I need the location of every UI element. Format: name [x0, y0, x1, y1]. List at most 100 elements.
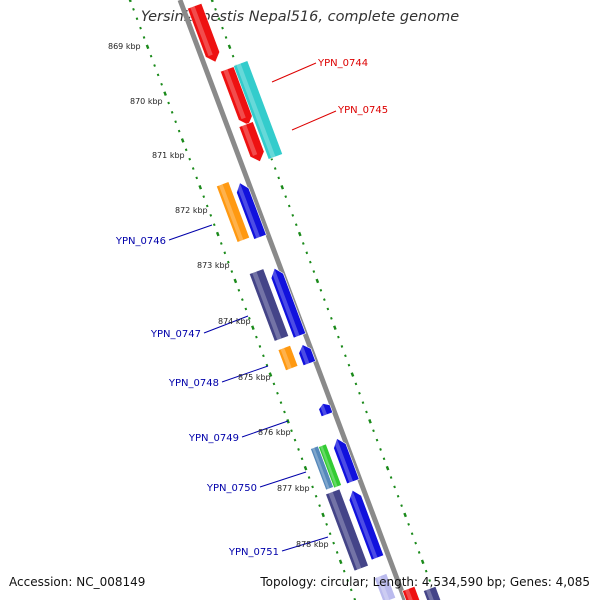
ruler-dot-left [283, 410, 286, 414]
ruler-dot-right [417, 551, 421, 554]
gene-features [187, 2, 442, 600]
ruler-dot-right [368, 419, 372, 424]
gene-callout-line [221, 365, 269, 383]
ruler-dot-left [318, 504, 321, 507]
ruler-dot-right [294, 223, 298, 227]
accession-text: Accession: NC_008149 [9, 575, 146, 589]
kbp-tick-label: 877 kbp [277, 484, 310, 493]
gene-feature-highlight [270, 268, 300, 338]
ruler-dot-right [361, 401, 365, 405]
ruler-dot-left [311, 485, 314, 489]
ruler-dot-left [268, 372, 273, 377]
ruler-dot-right [326, 307, 330, 311]
gene-feature-highlight [280, 347, 292, 370]
ruler-dot-left [303, 465, 308, 471]
kbp-tick-label: 876 kbp [258, 428, 291, 437]
gene-feature-highlight [376, 575, 390, 600]
gene-feature-blue [298, 344, 316, 366]
gene-label: YPN_0744 [317, 58, 368, 69]
gene-feature-blue [270, 267, 307, 339]
ruler-dot-right [330, 316, 333, 320]
ruler-dot-right [284, 195, 288, 199]
ruler-dot-left [223, 251, 227, 255]
gene-feature-highlight [236, 63, 276, 159]
ruler-dot-left [314, 494, 318, 498]
ruler-dot-left [160, 82, 163, 86]
ruler-dot-right [379, 448, 382, 451]
ruler-dot-left [174, 120, 177, 124]
kbp-tick-label: 871 kbp [152, 151, 185, 160]
ruler-dot-right [382, 457, 386, 461]
ruler-dot-left [241, 298, 244, 302]
ruler-dot-left [209, 213, 213, 217]
gene-feature-blue [318, 403, 334, 418]
ruler-dot-left [248, 316, 251, 320]
ruler-dot-right [354, 382, 358, 386]
ruler-dot-left [215, 231, 220, 237]
kbp-tick-label: 875 kbp [238, 373, 271, 382]
gene-feature-highlight [236, 182, 261, 239]
gene-feature-blue [348, 489, 385, 561]
ruler-dot-left [167, 101, 170, 105]
ruler-dot-right [280, 184, 285, 190]
ruler-dot-left [153, 64, 156, 67]
gene-label: YPN_0745 [337, 105, 388, 116]
ruler-dot-left [184, 148, 188, 152]
gene-feature-blue [333, 438, 360, 485]
gene-label: YPN_0751 [228, 547, 279, 558]
gene-feature-orange [277, 345, 299, 371]
ruler-dot-left [325, 522, 328, 526]
ruler-dot-right [333, 325, 337, 331]
ruler-dot-right [273, 167, 277, 170]
gene-feature-highlight [218, 183, 244, 242]
ruler-dot-left [233, 278, 238, 284]
ruler-dot-right [305, 251, 309, 255]
ruler-dot-right [420, 559, 425, 565]
ruler-dot-right [312, 270, 316, 273]
gene-feature-highlight [320, 445, 338, 488]
gene-label: YPN_0747 [150, 329, 201, 340]
ruler-dot-left [255, 335, 258, 339]
ruler-dot-left [226, 260, 230, 264]
ruler-dot-left [335, 551, 339, 554]
ruler-dot-left [219, 242, 223, 245]
gene-feature-red [187, 2, 221, 63]
ruler-dot-left [202, 195, 206, 199]
map-title: Yersinia pestis Nepal516, complete genom… [140, 9, 460, 25]
gene-feature-highlight [328, 491, 362, 570]
gene-feature-highlight [348, 490, 378, 560]
gene-callout-line [281, 536, 329, 552]
gene-feature-highlight [312, 447, 330, 490]
ruler-dot-left [307, 476, 311, 479]
kbp-tick-label: 872 kbp [175, 206, 208, 215]
ruler-dot-right [350, 372, 355, 377]
ruler-dot-left [145, 44, 150, 50]
gene-callouts: YPN_0744 YPN_0745 YPN_0746 YPN_0747 YPN_0748… [115, 58, 388, 558]
gene-feature-highlight [252, 271, 282, 341]
ruler-dot-right [337, 335, 340, 339]
ruler-dot-left [142, 36, 146, 39]
ruler-dot-right [358, 391, 361, 395]
ruler-dot-right [414, 541, 417, 545]
ruler-dot-right [221, 26, 224, 30]
ruler-dot-right [227, 44, 232, 50]
gene-callout-line [259, 471, 307, 488]
gene-feature-red [402, 586, 421, 600]
ruler-dot-right [375, 438, 379, 442]
gene-feature-highlight [298, 344, 310, 365]
ruler-dot-right [424, 569, 428, 573]
ruler-dot-right [407, 522, 410, 526]
gene-callout-line [241, 420, 289, 438]
ruler-dots-left [128, 0, 357, 600]
ruler-dot-left [170, 110, 174, 114]
ruler-dot-right [231, 54, 235, 58]
ruler-dot-right [340, 345, 344, 348]
gene-feature-highlight [425, 588, 434, 600]
gene-feature-highlight [319, 403, 328, 416]
ruler-dot-left [205, 204, 209, 208]
genome-summary-text: Topology: circular; Length: 4,534,590 bp… [260, 575, 590, 589]
gene-callout-line [168, 224, 213, 241]
ruler-dot-left [290, 429, 293, 433]
ruler-dot-left [132, 7, 135, 11]
gene-feature-slate [248, 268, 290, 342]
